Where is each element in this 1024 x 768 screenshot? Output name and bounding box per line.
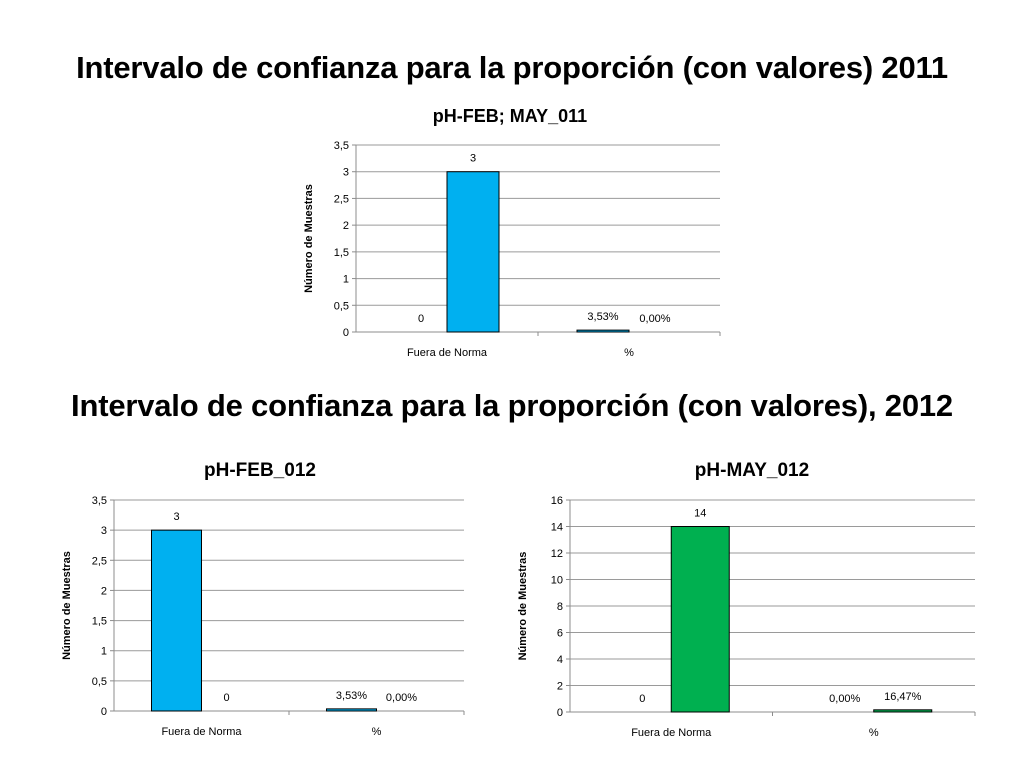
y-tick-label: 1,5 [334,247,349,259]
data-label: 14 [694,508,706,520]
chart-title: pH-MAY_012 [695,460,809,481]
data-label: 0 [639,693,645,705]
section-title-2012: Intervalo de confianza para la proporció… [71,388,953,423]
y-tick-label: 2 [343,220,349,232]
chart-title: pH-FEB; MAY_011 [433,106,587,126]
y-tick-label: 12 [551,548,563,560]
x-tick-label: % [624,347,634,359]
x-tick-label: % [372,726,382,738]
y-tick-label: 1 [343,274,349,286]
bar-1-0 [326,708,377,712]
y-tick-label: 3 [101,525,107,537]
y-tick-label: 1,5 [92,616,107,628]
y-tick-label: 0,5 [92,676,107,688]
chart-ph-may-012: pH-MAY_012 0 2 4 6 8 10 12 14 16 Número de Muestra… [517,460,976,739]
y-axis-label: Número de Muestras [61,551,73,660]
y-tick-label: 3,5 [334,140,349,152]
y-tick-label: 10 [551,575,563,587]
y-tick-label: 2 [101,585,107,597]
y-axis-label: Número de Muestras [517,552,529,661]
data-label: 0,00% [386,692,417,704]
data-label: 0 [223,692,229,704]
y-tick-label: 6 [557,628,563,640]
y-tick-label: 2,5 [334,193,349,205]
bar-1-0 [576,329,630,333]
y-tick-label: 14 [551,522,563,534]
data-label: 16,47% [884,691,922,703]
x-tick-label: Fuera de Norma [407,347,488,359]
data-label: 0,00% [829,693,860,705]
chart-title: pH-FEB_012 [204,460,316,481]
bar-0-1 [670,526,730,713]
y-tick-label: 2 [557,681,563,693]
y-tick-label: 3,5 [92,495,107,507]
y-tick-label: 0 [343,327,349,339]
data-label: 3 [173,511,179,523]
y-axis-label: Número de Muestras [303,184,315,293]
y-tick-label: 8 [557,601,563,613]
data-label: 0 [418,313,424,325]
bar-0-0 [151,529,202,712]
y-tick-label: 0 [557,707,563,719]
data-label: 3 [470,153,476,165]
y-tick-label: 0 [101,706,107,718]
y-tick-label: 4 [557,654,563,666]
bar-1-1 [873,709,933,713]
data-label: 3,53% [587,311,618,323]
x-tick-label: Fuera de Norma [631,727,712,739]
y-tick-label: 0,5 [334,300,349,312]
data-label: 0,00% [639,313,670,325]
section-title-2011: Intervalo de confianza para la proporció… [76,50,948,85]
y-tick-label: 16 [551,495,563,507]
chart-ph-feb-012: pH-FEB_012 0 0,5 1 1,5 2 2,5 3 3,5 Número de Mues… [61,460,465,738]
x-tick-label: % [869,727,879,739]
y-tick-label: 1 [101,646,107,658]
data-label: 3,53% [336,690,367,702]
y-tick-label: 3 [343,167,349,179]
x-tick-label: Fuera de Norma [161,726,242,738]
bar-0-1 [446,171,500,333]
y-tick-label: 2,5 [92,555,107,567]
chart-ph-feb-may-011: pH-FEB; MAY_011 0 0,5 1 1,5 2 2,5 3 3,5 Número de… [303,106,721,359]
